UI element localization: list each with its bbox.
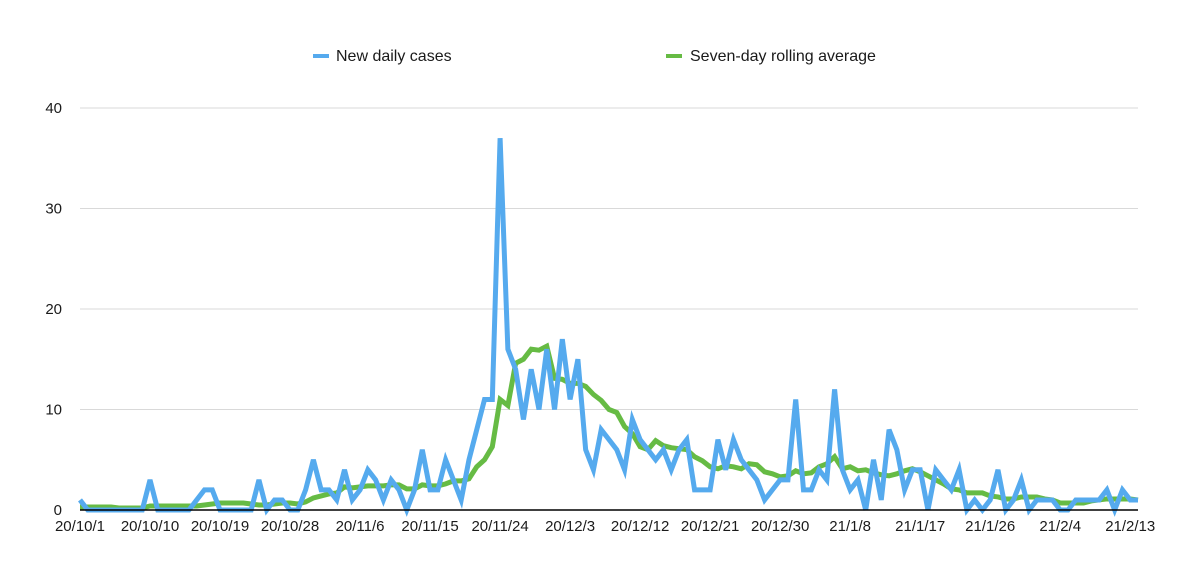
- y-tick-label: 10: [45, 402, 62, 419]
- x-tick-label: 21/1/17: [895, 518, 945, 535]
- x-tick-label: 20/11/6: [336, 518, 385, 535]
- y-tick-label: 30: [45, 201, 62, 218]
- series-line-seven-day-rolling-average: [80, 342, 1139, 511]
- x-tick-label: 20/11/24: [471, 518, 528, 535]
- series-line-new-daily-cases: [78, 138, 1138, 517]
- x-tick-label: 20/12/3: [545, 518, 595, 535]
- x-axis: 20/10/1 20/10/10 20/10/19 20/10/28 20/11/6 20…: [55, 518, 1155, 535]
- y-axis: 0 10 20 30 40: [45, 100, 62, 519]
- x-tick-label: 21/2/13: [1105, 518, 1155, 535]
- x-tick-label: 21/1/8: [829, 518, 871, 535]
- x-tick-label: 21/1/26: [965, 518, 1015, 535]
- x-tick-label: 20/12/30: [751, 518, 809, 535]
- legend-label-seven-day-rolling-average: Seven-day rolling average: [690, 48, 876, 65]
- legend-label-new-daily-cases: New daily cases: [336, 48, 452, 65]
- x-tick-label: 20/12/12: [611, 518, 669, 535]
- x-tick-label: 20/10/19: [191, 518, 249, 535]
- x-tick-label: 20/12/21: [681, 518, 739, 535]
- y-tick-label: 20: [45, 301, 62, 318]
- x-tick-label: 20/11/15: [401, 518, 458, 535]
- x-tick-label: 21/2/4: [1039, 518, 1081, 535]
- x-tick-label: 20/10/28: [261, 518, 319, 535]
- series-lines: [78, 138, 1139, 517]
- x-tick-label: 20/10/10: [121, 518, 179, 535]
- x-tick-label: 20/10/1: [55, 518, 105, 535]
- gridlines: [80, 107, 1138, 410]
- y-tick-label: 0: [54, 502, 62, 519]
- legend: New daily cases Seven-day rolling averag…: [313, 48, 876, 65]
- y-tick-label: 40: [45, 100, 62, 117]
